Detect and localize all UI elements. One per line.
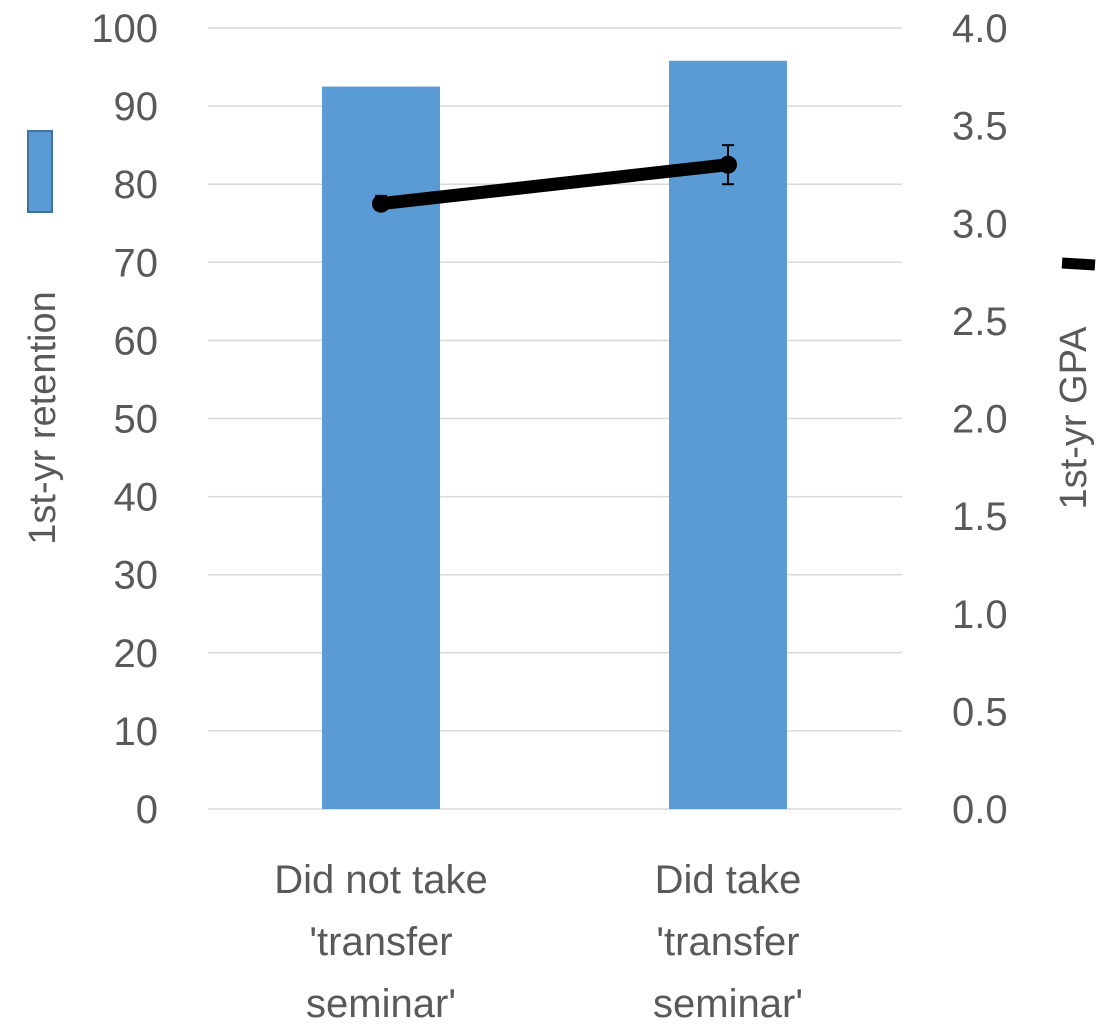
category-label-line: 'transfer xyxy=(656,920,799,964)
left-tick-label: 30 xyxy=(114,554,159,598)
left-axis-ticks: 0 10 20 30 40 50 60 70 80 90 100 xyxy=(91,7,158,832)
category-label-line: seminar' xyxy=(653,982,803,1026)
right-axis-title: 1st-yr GPA xyxy=(1053,326,1095,510)
left-tick-label: 70 xyxy=(114,241,159,285)
left-tick-label: 100 xyxy=(91,7,158,51)
right-tick-label: 4.0 xyxy=(952,7,1008,51)
gpa-line-series xyxy=(372,144,737,213)
category-label: Did not take 'transfer seminar' xyxy=(274,858,487,1026)
right-tick-label: 1.5 xyxy=(952,495,1008,539)
left-tick-label: 0 xyxy=(136,788,158,832)
gpa-legend-marker xyxy=(1061,257,1096,271)
left-tick-label: 10 xyxy=(114,710,159,754)
left-tick-label: 50 xyxy=(114,398,159,442)
gpa-line xyxy=(374,158,735,211)
category-label-line: seminar' xyxy=(306,982,456,1026)
right-tick-label: 2.5 xyxy=(952,300,1008,344)
gridlines xyxy=(208,27,902,810)
left-tick-label: 20 xyxy=(114,632,159,676)
category-labels: Did not take 'transfer seminar' Did take 'tr… xyxy=(274,858,803,1026)
category-label-line: Did not take xyxy=(274,858,487,902)
left-axis-title: 1st-yr retention xyxy=(22,291,64,544)
category-label-line: 'transfer xyxy=(309,920,452,964)
retention-legend-marker xyxy=(27,130,53,213)
right-tick-label: 2.0 xyxy=(952,398,1008,442)
left-tick-label: 60 xyxy=(114,319,159,363)
gpa-point xyxy=(719,155,737,174)
right-tick-label: 3.5 xyxy=(952,105,1008,149)
category-label: Did take 'transfer seminar' xyxy=(653,858,803,1026)
left-tick-label: 80 xyxy=(114,163,159,207)
right-tick-label: 0.5 xyxy=(952,690,1008,734)
retention-bar xyxy=(669,60,787,809)
gpa-point xyxy=(372,194,390,213)
left-tick-label: 40 xyxy=(114,476,159,520)
category-label-line: Did take xyxy=(655,858,802,902)
right-axis-ticks: 0.0 0.5 1.0 1.5 2.0 2.5 3.0 3.5 4.0 xyxy=(952,7,1008,832)
right-tick-label: 1.0 xyxy=(952,593,1008,637)
right-tick-label: 0.0 xyxy=(952,788,1008,832)
right-tick-label: 3.0 xyxy=(952,202,1008,246)
bar-series xyxy=(322,60,787,809)
left-tick-label: 90 xyxy=(114,85,159,129)
